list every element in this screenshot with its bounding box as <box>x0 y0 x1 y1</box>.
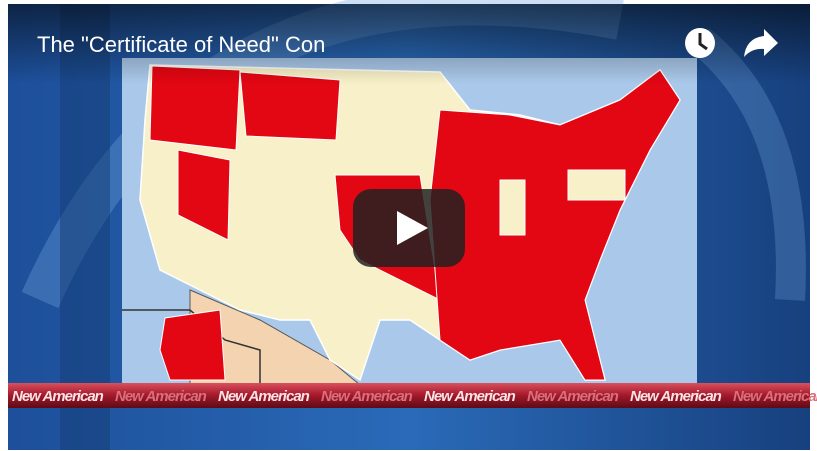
play-button[interactable] <box>353 189 465 267</box>
banner-label: New American <box>424 388 516 405</box>
banner-label: New American <box>115 388 207 405</box>
watch-later-icon[interactable] <box>685 28 715 58</box>
banner-label: New American <box>218 388 310 405</box>
video-title[interactable]: The "Certificate of Need" Con <box>37 32 325 57</box>
banner-label: New American <box>630 388 722 405</box>
banner-label: New American <box>733 388 817 405</box>
alaska <box>160 310 225 380</box>
video-player[interactable]: The "Certificate of Need" Con New Americ… <box>0 0 817 451</box>
page: The "Certificate of Need" Con New Americ… <box>0 0 817 451</box>
banner-label: New American <box>527 388 619 405</box>
banner-label: New American <box>321 388 413 405</box>
state-cream <box>500 180 525 235</box>
banner-label: New American <box>12 388 104 405</box>
state-cream <box>568 170 625 200</box>
